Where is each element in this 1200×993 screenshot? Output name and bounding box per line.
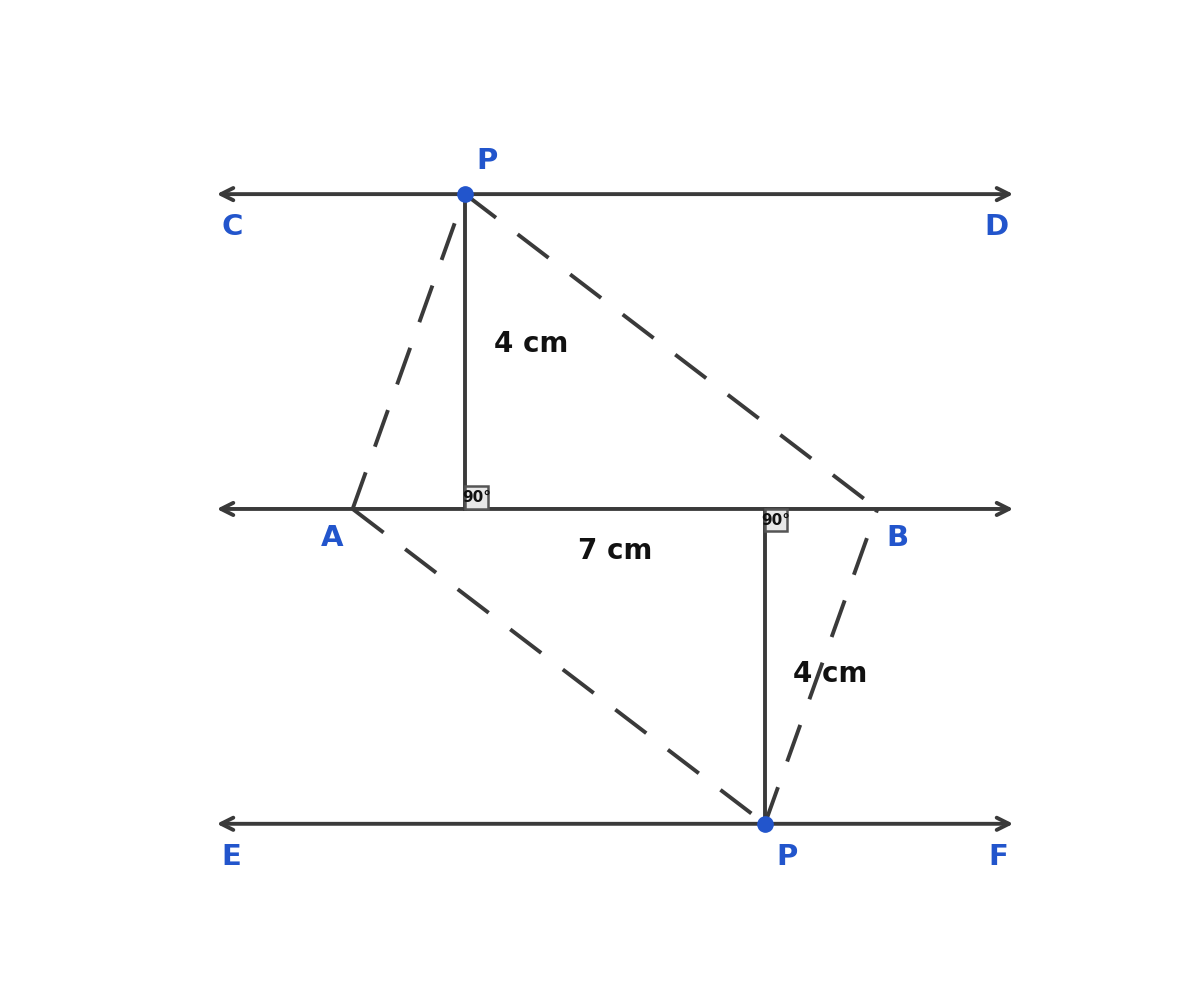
Text: F: F bbox=[989, 842, 1008, 871]
Text: 90°: 90° bbox=[762, 512, 791, 527]
Text: C: C bbox=[222, 213, 242, 241]
Text: 7 cm: 7 cm bbox=[578, 537, 652, 565]
Text: D: D bbox=[984, 213, 1008, 241]
Text: P: P bbox=[776, 842, 798, 871]
Text: A: A bbox=[322, 524, 343, 552]
Text: E: E bbox=[222, 842, 241, 871]
Text: 90°: 90° bbox=[462, 491, 491, 505]
FancyBboxPatch shape bbox=[764, 509, 787, 531]
FancyBboxPatch shape bbox=[466, 487, 487, 509]
Text: 4 cm: 4 cm bbox=[793, 660, 868, 688]
Text: B: B bbox=[887, 524, 908, 552]
Text: 4 cm: 4 cm bbox=[493, 330, 568, 358]
Text: P: P bbox=[476, 147, 498, 176]
